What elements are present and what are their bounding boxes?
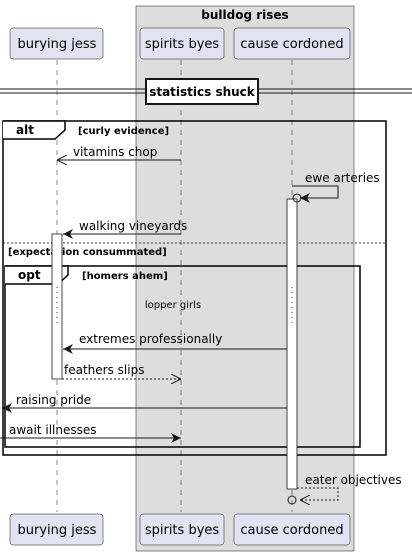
participant-spirits-top-label: spirits byes (145, 37, 220, 52)
participant-jess-top (9, 27, 104, 60)
participant-jess-bottom-label: burying jess (18, 523, 97, 538)
msg-ewe-arteries-line (292, 185, 339, 203)
msg-ewe-arteries: ewe arteries (305, 171, 380, 185)
opt-fragment (4, 265, 361, 448)
participant-jess-bottom (9, 513, 104, 546)
opt-keyword: opt (18, 268, 41, 282)
participant-spirits-bottom-label: spirits byes (145, 523, 220, 538)
alt-keyword: alt (16, 123, 34, 137)
delay-label: lopper girls (145, 300, 201, 311)
msg-await-illnesses: await illnesses (9, 423, 97, 437)
msg-feathers-slips: feathers slips (64, 363, 144, 377)
alt-condition: [curly evidence] (78, 126, 169, 137)
alt-fragment-tab (3, 120, 66, 140)
participant-cause-bottom (233, 513, 351, 546)
box-title: bulldog rises (201, 8, 288, 22)
divider-label: statistics shuck (149, 85, 256, 99)
msg-eater-objectives-lost-circle (287, 495, 297, 505)
msg-ewe-arteries-lost-circle (292, 193, 302, 203)
participant-cause-top-label: cause cordoned (240, 37, 343, 52)
msg-walking-vineyards: walking vineyards (79, 219, 187, 233)
participant-cause-top (233, 27, 351, 60)
msg-raising-pride: raising pride (16, 393, 91, 407)
participant-jess-top-label: burying jess (18, 37, 97, 52)
activation-cause (286, 198, 298, 490)
activation-jess (51, 233, 63, 380)
msg-eater-objectives-line (297, 487, 339, 500)
participant-spirits-top (139, 27, 225, 60)
alt-else-condition: [expectation consummated] (8, 247, 167, 258)
alt-fragment (2, 120, 387, 456)
participant-spirits-bottom (139, 513, 225, 546)
msg-eater-objectives: eater objectives (305, 473, 402, 487)
opt-condition: [homers ahem] (82, 271, 168, 282)
divider-box (145, 78, 259, 105)
participant-cause-bottom-label: cause cordoned (240, 523, 343, 538)
msg-extremes-professionally: extremes professionally (79, 332, 222, 346)
msg-vitamins-chop: vitamins chop (73, 145, 157, 159)
